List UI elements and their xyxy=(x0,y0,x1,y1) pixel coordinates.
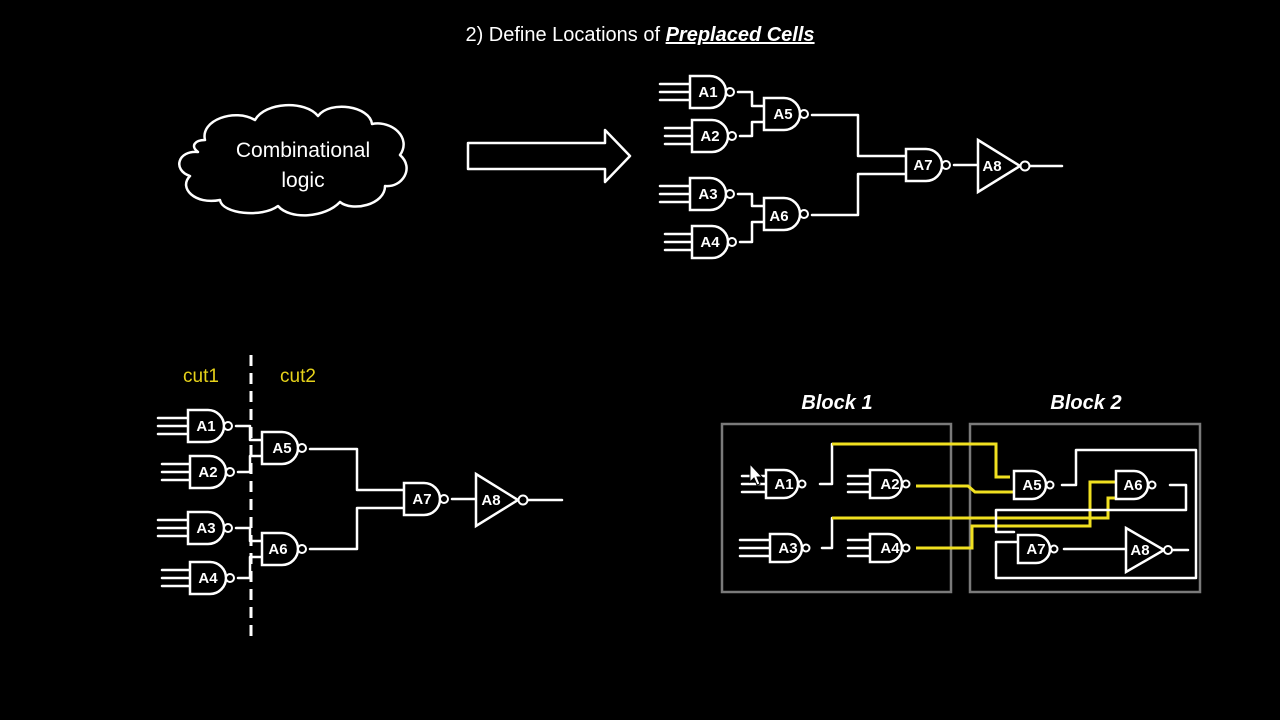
cut-gate-a2-label: A2 xyxy=(198,464,217,481)
gate-a8-label: A8 xyxy=(982,158,1001,175)
block-gate-a6-label: A6 xyxy=(1123,477,1142,494)
title-emphasis: Preplaced Cells xyxy=(666,24,815,46)
block-gate-a2-label: A2 xyxy=(880,476,899,493)
gate-a1-label: A1 xyxy=(698,84,717,101)
title-prefix: 2) Define Locations of xyxy=(465,24,665,46)
block-gate-a1-label: A1 xyxy=(774,476,793,493)
cut-gate-a7-label: A7 xyxy=(412,491,431,508)
cut-gate-a5-label: A5 xyxy=(272,440,291,457)
cut-gate-a1-label: A1 xyxy=(196,418,215,435)
cut2-label: cut2 xyxy=(280,366,316,387)
cloud-line1: Combinational xyxy=(236,139,370,162)
gate-a7-label: A7 xyxy=(913,157,932,174)
slide-title: 2) Define Locations of Preplaced Cells xyxy=(465,24,814,46)
block2-box xyxy=(968,422,1202,594)
cut-gate-a3-label: A3 xyxy=(196,520,215,537)
cut1-label: cut1 xyxy=(183,366,219,387)
gate-a4-label: A4 xyxy=(700,234,720,251)
cloud-line2: logic xyxy=(281,169,324,192)
block-gate-a5-label: A5 xyxy=(1022,477,1041,494)
block-gate-a4-label: A4 xyxy=(880,540,900,557)
right-arrow-icon xyxy=(466,128,632,184)
block1-box xyxy=(720,422,953,594)
mouse-cursor-icon xyxy=(749,462,764,486)
cut-gate-a6-label: A6 xyxy=(268,541,287,558)
gate-a5-label: A5 xyxy=(773,106,792,123)
block-gate-a8-label: A8 xyxy=(1130,542,1149,559)
cut-gate-a4-label: A4 xyxy=(198,570,218,587)
gate-a6-label: A6 xyxy=(769,208,788,225)
block2-label: Block 2 xyxy=(1050,392,1121,414)
gate-a3-label: A3 xyxy=(698,186,717,203)
cut-gate-a8-label: A8 xyxy=(481,492,500,509)
block-gate-a3-label: A3 xyxy=(778,540,797,557)
gate-a2-label: A2 xyxy=(700,128,719,145)
circuit-cuts: cut1 cut2 A1 A2 A3 A4 A5 A6 A7 A8 xyxy=(156,355,564,636)
circuit-top: A1 A2 A3 A4 A5 A6 A7 A8 xyxy=(658,74,1064,260)
combinational-logic-cloud: Combinational logic xyxy=(178,104,408,217)
partition-blocks: Block 1 Block 2 A1 A2 A3 A4 A5 A6 A7 A8 xyxy=(720,392,1202,594)
block-gate-a7-label: A7 xyxy=(1026,541,1045,558)
block1-label: Block 1 xyxy=(801,392,872,414)
